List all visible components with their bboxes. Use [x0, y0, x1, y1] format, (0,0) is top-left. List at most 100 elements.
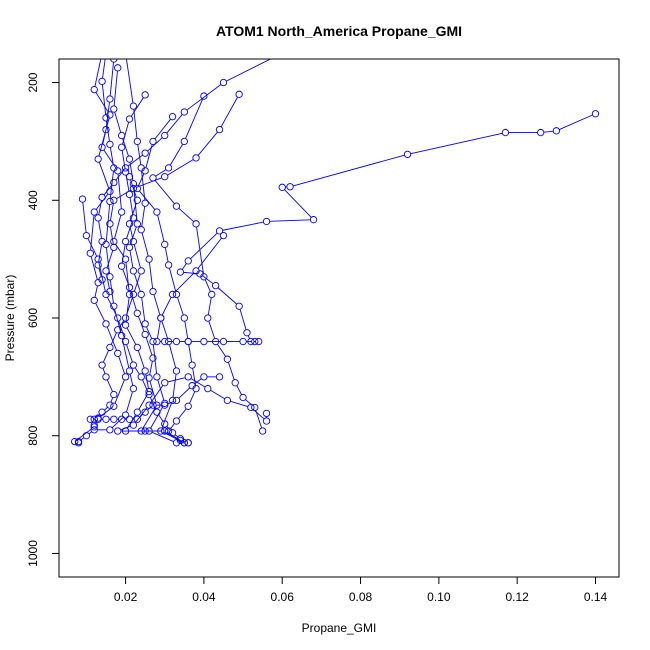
data-point [161, 131, 169, 140]
series-segment [142, 407, 156, 429]
data-point [133, 415, 141, 423]
data-point [110, 243, 118, 252]
series-segment [98, 267, 102, 277]
series-segment [178, 387, 191, 399]
series-segment [125, 297, 130, 322]
series-segment [137, 350, 145, 369]
data-point [141, 149, 149, 157]
data-point [145, 374, 153, 382]
series-segment [141, 232, 149, 257]
data-point [200, 92, 208, 100]
series-segment [178, 408, 187, 419]
data-point [110, 390, 118, 399]
data-point [106, 401, 114, 409]
data-point [168, 113, 177, 121]
series-segment [145, 337, 153, 356]
data-point [165, 164, 173, 172]
x-tick-label: 0.02 [114, 590, 138, 604]
series-segment [138, 316, 145, 332]
data-point [172, 417, 181, 425]
data-point [200, 337, 208, 346]
data-point [110, 237, 118, 246]
x-tick-label: 0.04 [192, 590, 216, 604]
y-axis-label: Pressure (mbar) [3, 275, 17, 362]
series-segment [106, 379, 113, 392]
series-segment [127, 154, 143, 167]
data-point [153, 408, 161, 416]
data-point [219, 78, 228, 87]
data-point [309, 216, 318, 224]
data-point [172, 396, 181, 405]
series-5 [125, 59, 188, 447]
data-point [129, 361, 138, 369]
data-point [90, 208, 98, 216]
series-segment [139, 190, 156, 210]
series-segment [293, 154, 405, 187]
data-point [110, 196, 118, 204]
data-point [137, 226, 145, 234]
data-point [176, 268, 185, 276]
series-segment [129, 250, 134, 268]
data-point [184, 439, 192, 447]
series-segment [103, 184, 113, 196]
data-point [188, 382, 196, 390]
series-segment [167, 432, 178, 440]
series-segment [559, 114, 593, 130]
series-segment [255, 410, 263, 429]
series-segment [130, 179, 137, 198]
series-segment [202, 275, 214, 285]
series-segment [156, 321, 161, 339]
series-segment [90, 256, 98, 280]
series-segment [119, 320, 125, 328]
series-segment [107, 297, 117, 316]
data-point [98, 237, 106, 246]
data-point [141, 320, 149, 328]
series-segment [94, 285, 98, 298]
series-segment [284, 189, 312, 218]
y-tick-label: 600 [26, 308, 40, 328]
series-segment [153, 294, 161, 316]
data-point [106, 197, 114, 206]
data-point [211, 281, 220, 290]
data-point [243, 329, 251, 337]
x-tick-label: 0.10 [427, 590, 451, 604]
data-point [215, 125, 224, 134]
data-point [110, 178, 118, 187]
data-point [114, 427, 122, 435]
data-point [180, 314, 188, 322]
series-segment [98, 200, 102, 215]
series-segment [174, 434, 179, 438]
data-point [501, 128, 510, 137]
series-segment [192, 368, 196, 386]
data-point [235, 302, 243, 310]
data-point [110, 415, 118, 423]
series-segment [109, 279, 114, 304]
data-point [121, 337, 130, 346]
data-point [172, 290, 181, 299]
series-segment [169, 143, 184, 166]
data-point [114, 326, 122, 334]
series-segment [167, 401, 174, 405]
series-segment [196, 226, 204, 274]
data-point [157, 314, 165, 322]
data-point [231, 379, 239, 387]
series-segment [149, 361, 153, 375]
series-segment [102, 350, 110, 363]
series-segment [98, 221, 102, 239]
series-segment [110, 332, 117, 345]
data-point [121, 321, 130, 329]
series-16 [86, 373, 224, 429]
data-point [82, 432, 91, 440]
data-point [78, 195, 87, 203]
series-segment [76, 428, 92, 441]
series-segment [126, 344, 133, 363]
series-segment [136, 177, 162, 188]
series-segment [95, 92, 109, 113]
series-segment [147, 137, 163, 152]
data-point [161, 173, 169, 181]
series-segment [114, 111, 122, 133]
series-15 [90, 173, 145, 423]
series-segment [137, 144, 142, 165]
series-segment [129, 290, 137, 311]
